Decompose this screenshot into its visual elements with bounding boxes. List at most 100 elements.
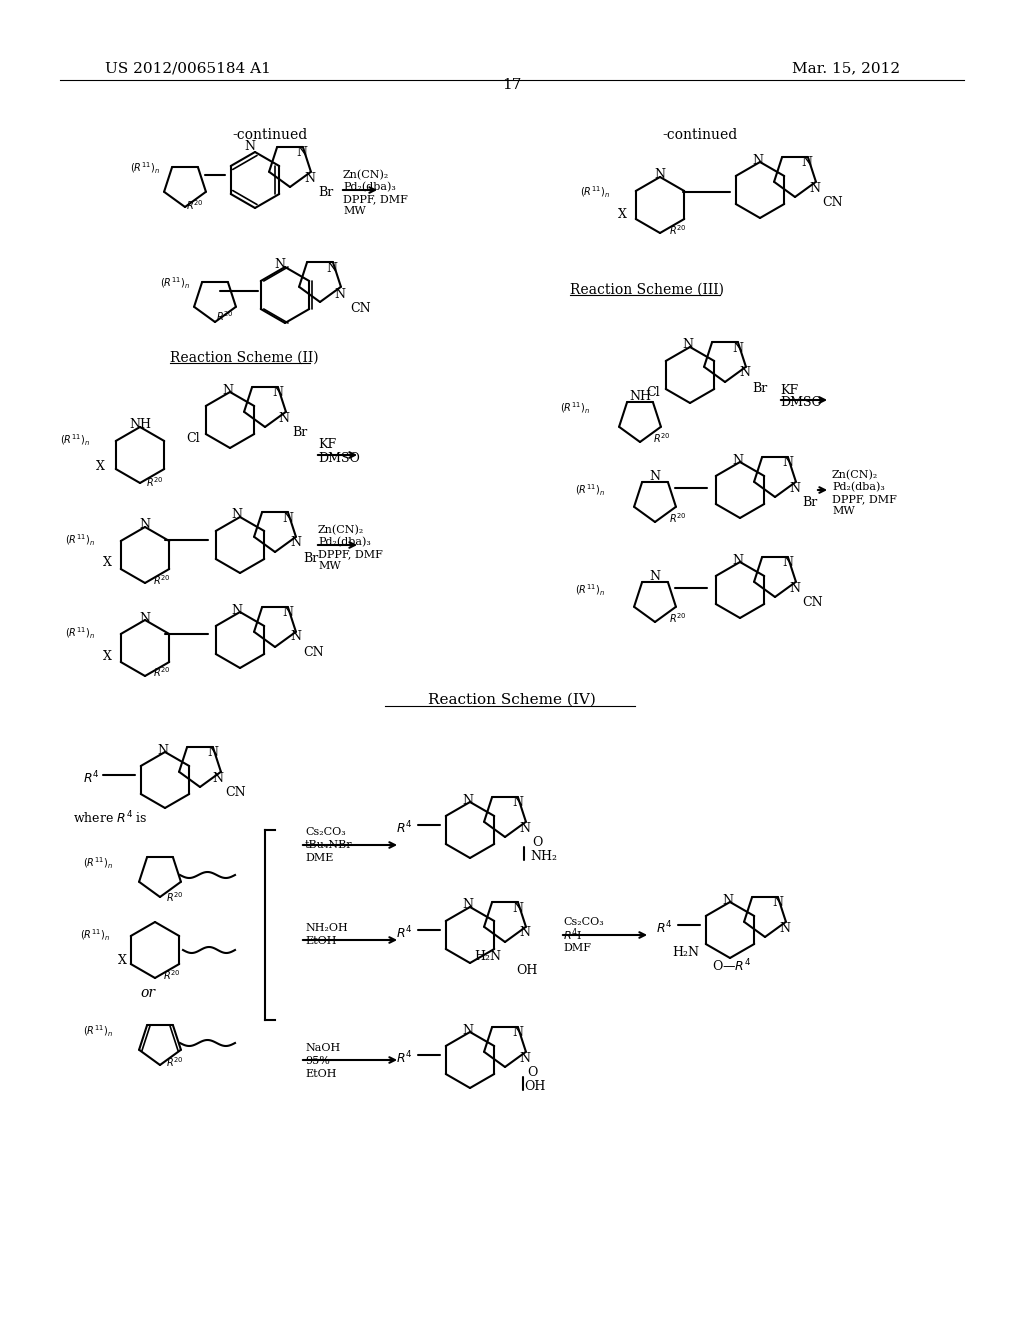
Text: N: N bbox=[739, 367, 751, 380]
Text: $R^4$: $R^4$ bbox=[396, 925, 413, 941]
Text: or: or bbox=[140, 986, 156, 1001]
Text: N: N bbox=[463, 793, 473, 807]
Text: X: X bbox=[102, 649, 112, 663]
Text: $R^{20}$: $R^{20}$ bbox=[669, 511, 687, 525]
Text: N: N bbox=[649, 570, 660, 583]
Text: N: N bbox=[753, 153, 764, 166]
Text: X: X bbox=[95, 461, 104, 474]
Text: DPPF, DMF: DPPF, DMF bbox=[831, 494, 897, 504]
Text: N: N bbox=[231, 603, 243, 616]
Text: N: N bbox=[512, 1027, 523, 1040]
Text: N: N bbox=[327, 261, 338, 275]
Text: H₂N: H₂N bbox=[474, 950, 501, 964]
Text: N: N bbox=[283, 606, 294, 619]
Text: CN: CN bbox=[822, 195, 843, 209]
Text: $R^4$: $R^4$ bbox=[656, 920, 673, 936]
Text: EtOH: EtOH bbox=[305, 936, 337, 946]
Text: Cl: Cl bbox=[646, 387, 660, 400]
Text: where $R^4$ is: where $R^4$ is bbox=[73, 809, 147, 826]
Text: $(R^{11})_n$: $(R^{11})_n$ bbox=[580, 185, 610, 199]
Text: $R^{20}$: $R^{20}$ bbox=[669, 611, 687, 624]
Text: $(R^{11})_n$: $(R^{11})_n$ bbox=[65, 532, 95, 548]
Text: O: O bbox=[527, 1067, 538, 1080]
Text: N: N bbox=[790, 582, 801, 594]
Text: DME: DME bbox=[305, 853, 334, 863]
Text: N: N bbox=[245, 140, 256, 153]
Text: N: N bbox=[463, 1023, 473, 1036]
Text: $R^{20}$: $R^{20}$ bbox=[186, 198, 204, 213]
Text: CN: CN bbox=[350, 301, 371, 314]
Text: NH₂OH: NH₂OH bbox=[305, 923, 348, 933]
Text: Pd₂(dba)₃: Pd₂(dba)₃ bbox=[343, 182, 396, 193]
Text: US 2012/0065184 A1: US 2012/0065184 A1 bbox=[105, 61, 271, 75]
Text: Zn(CN)₂: Zn(CN)₂ bbox=[318, 525, 365, 535]
Text: N: N bbox=[291, 536, 301, 549]
Text: $(R^{11})_n$: $(R^{11})_n$ bbox=[83, 855, 113, 871]
Text: DMSO: DMSO bbox=[780, 396, 822, 409]
Text: N: N bbox=[304, 172, 315, 185]
Text: N: N bbox=[283, 511, 294, 524]
Text: CN: CN bbox=[225, 787, 246, 800]
Text: Reaction Scheme (II): Reaction Scheme (II) bbox=[170, 351, 318, 366]
Text: N: N bbox=[279, 412, 290, 425]
Text: X: X bbox=[118, 953, 126, 966]
Text: 17: 17 bbox=[503, 78, 521, 92]
Text: X: X bbox=[617, 209, 627, 222]
Text: N: N bbox=[519, 1052, 530, 1064]
Text: O: O bbox=[532, 837, 543, 850]
Text: Cl: Cl bbox=[186, 432, 200, 445]
Text: NaOH: NaOH bbox=[305, 1043, 340, 1053]
Text: N: N bbox=[139, 517, 151, 531]
Text: N: N bbox=[810, 181, 820, 194]
Text: 95%: 95% bbox=[305, 1056, 330, 1067]
Text: DPPF, DMF: DPPF, DMF bbox=[318, 549, 383, 558]
Text: N: N bbox=[512, 796, 523, 809]
Text: $R^4$: $R^4$ bbox=[84, 770, 100, 787]
Text: N: N bbox=[782, 557, 794, 569]
Text: $R^{20}$: $R^{20}$ bbox=[166, 1055, 184, 1069]
Text: MW: MW bbox=[831, 506, 855, 516]
Text: $(R^{11})_n$: $(R^{11})_n$ bbox=[130, 160, 160, 176]
Text: $(R^{11})_n$: $(R^{11})_n$ bbox=[80, 927, 110, 942]
Text: N: N bbox=[274, 257, 286, 271]
Text: $(R^{11})_n$: $(R^{11})_n$ bbox=[160, 276, 190, 290]
Text: X: X bbox=[102, 557, 112, 569]
Text: $R^{20}$: $R^{20}$ bbox=[154, 573, 171, 587]
Text: KF: KF bbox=[780, 384, 798, 396]
Text: tBu₄NBr: tBu₄NBr bbox=[305, 840, 352, 850]
Text: MW: MW bbox=[343, 206, 366, 216]
Text: $(R^{11})_n$: $(R^{11})_n$ bbox=[83, 1023, 113, 1039]
Text: N: N bbox=[512, 902, 523, 915]
Text: N: N bbox=[649, 470, 660, 483]
Text: CN: CN bbox=[303, 647, 324, 660]
Text: N: N bbox=[158, 743, 169, 756]
Text: $(R^{11})_n$: $(R^{11})_n$ bbox=[560, 400, 590, 416]
Text: $R^{20}$: $R^{20}$ bbox=[669, 223, 687, 236]
Text: N: N bbox=[654, 169, 666, 181]
Text: N: N bbox=[802, 157, 812, 169]
Text: Br: Br bbox=[802, 496, 817, 510]
Text: Pd₂(dba)₃: Pd₂(dba)₃ bbox=[831, 482, 885, 492]
Text: NH₂: NH₂ bbox=[530, 850, 557, 863]
Text: DMSO: DMSO bbox=[318, 451, 359, 465]
Text: $R^4$I: $R^4$I bbox=[563, 927, 583, 944]
Text: N: N bbox=[291, 631, 301, 644]
Text: EtOH: EtOH bbox=[305, 1069, 337, 1078]
Text: N: N bbox=[139, 611, 151, 624]
Text: $R^{20}$: $R^{20}$ bbox=[154, 665, 171, 678]
Text: H₂N: H₂N bbox=[672, 945, 699, 958]
Text: $R^4$: $R^4$ bbox=[396, 1049, 413, 1067]
Text: MW: MW bbox=[318, 561, 341, 572]
Text: O—$R^4$: O—$R^4$ bbox=[712, 958, 752, 974]
Text: N: N bbox=[772, 896, 783, 909]
Text: N: N bbox=[683, 338, 693, 351]
Text: Zn(CN)₂: Zn(CN)₂ bbox=[343, 170, 389, 180]
Text: Cs₂CO₃: Cs₂CO₃ bbox=[305, 828, 346, 837]
Text: Reaction Scheme (III): Reaction Scheme (III) bbox=[570, 282, 724, 297]
Text: $(R^{11})_n$: $(R^{11})_n$ bbox=[60, 433, 90, 447]
Text: N: N bbox=[231, 508, 243, 521]
Text: Mar. 15, 2012: Mar. 15, 2012 bbox=[792, 61, 900, 75]
Text: N: N bbox=[519, 927, 530, 940]
Text: $(R^{11})_n$: $(R^{11})_n$ bbox=[574, 582, 605, 598]
Text: CN: CN bbox=[802, 597, 822, 610]
